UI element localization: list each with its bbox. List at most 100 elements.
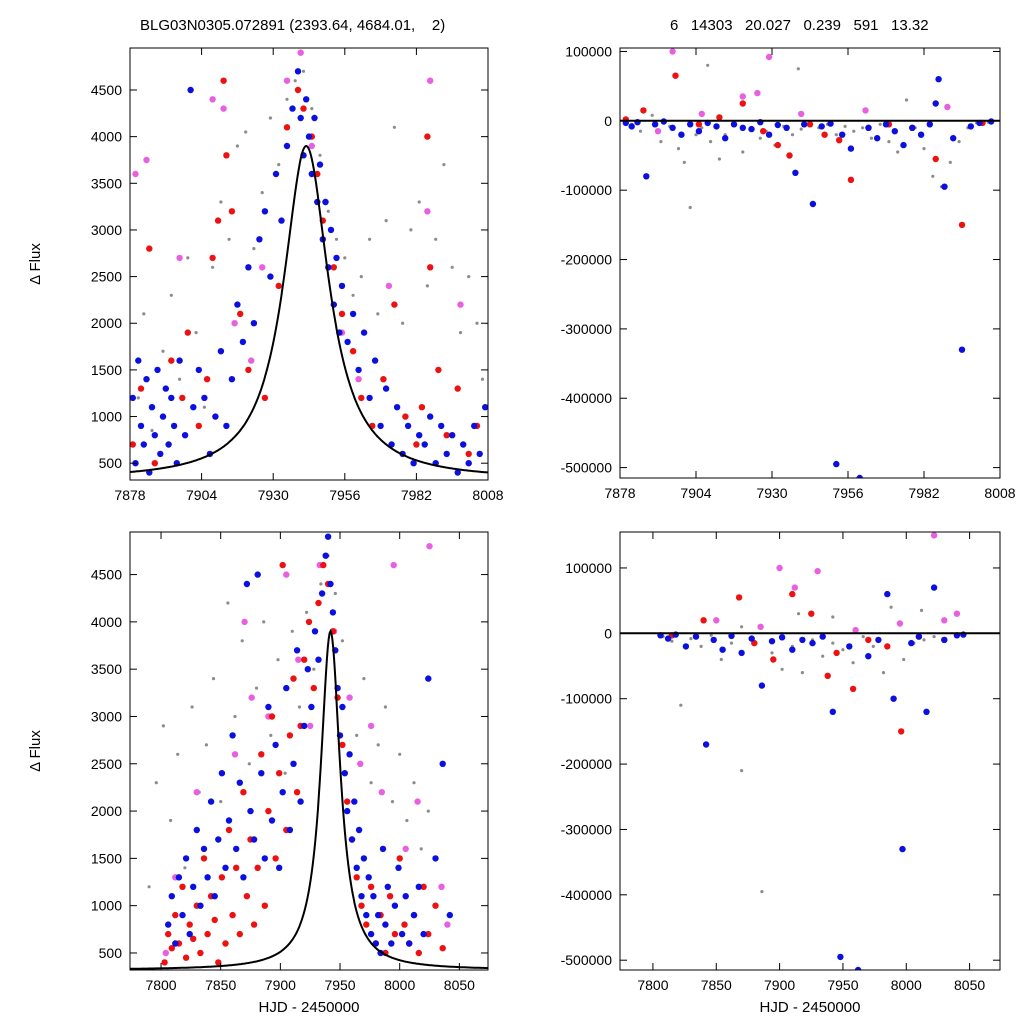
data-point-blue [395,864,402,871]
data-point-blue [377,422,384,430]
data-point-gray [362,677,366,681]
x-tick-label: 8000 [891,977,922,993]
data-point-blue [236,779,243,786]
data-point-magenta [367,722,375,730]
data-point-gray [310,107,314,111]
data-point-red [396,855,403,862]
data-point-blue [398,930,406,938]
data-point-blue [829,708,836,715]
data-point-red [358,902,365,909]
data-point-blue [730,121,738,128]
data-point-red [275,282,282,290]
data-point-blue [882,121,890,128]
x-tick-label: 7950 [324,977,355,993]
data-point-blue [143,376,150,383]
data-point-gray [689,637,693,641]
data-point-blue [301,722,308,730]
data-point-gray [247,762,251,766]
data-point-blue [207,798,215,805]
data-point-blue [225,817,233,824]
data-point-blue [239,338,247,346]
plot-area [620,532,1000,970]
data-point-blue [865,124,872,131]
data-point-blue [839,131,846,138]
data-point-blue [279,789,286,796]
data-point-blue [265,703,272,711]
data-point-blue [190,404,197,411]
data-point-blue [833,460,840,468]
data-point-blue [719,646,726,653]
y-tick-label: 3500 [91,661,122,677]
data-point-gray [434,237,438,241]
data-point-blue [900,141,907,149]
data-point-gray [780,667,784,671]
data-point-blue [218,770,226,777]
data-point-magenta [814,568,821,575]
data-point-magenta [357,760,364,767]
data-point-red [146,245,153,252]
data-point-red [424,133,431,140]
data-point-gray [887,140,891,144]
data-point-gray [305,610,309,615]
data-point-blue [245,264,252,271]
data-point-gray [843,124,847,128]
data-point-blue [159,413,167,420]
data-point-blue [201,394,208,402]
data-point-blue [151,432,158,439]
data-point-red [161,959,168,966]
data-point-red [225,826,233,834]
data-point-blue [324,533,332,540]
data-point-blue [172,940,179,947]
data-point-blue [415,883,422,890]
data-point-blue [739,124,746,131]
data-point-red [218,874,226,881]
data-point-magenta [457,301,464,308]
data-point-red [824,672,831,679]
data-point-red [130,441,136,448]
data-point-blue [204,874,211,881]
data-point-red [432,902,439,909]
x-tick-label: 7850 [701,977,732,993]
data-point-gray [227,237,231,241]
y-tick-label: -400000 [561,390,613,406]
y-tick-label: -400000 [561,887,613,903]
data-point-gray [799,127,803,131]
data-point-blue [682,643,690,650]
data-point-blue [758,682,766,689]
data-point-red [439,945,446,952]
data-point-red [272,855,279,862]
x-tick-label: 7930 [756,485,787,501]
data-point-red [672,72,679,79]
data-point-blue [250,320,258,327]
data-point-red [413,441,420,448]
data-point-red [865,636,872,644]
data-point-blue [329,609,337,616]
data-point-gray [409,228,413,232]
data-point-blue [416,432,423,439]
data-point-red [215,959,222,966]
data-point-blue [322,198,329,206]
data-point-blue [402,893,409,900]
data-point-blue [316,161,324,168]
data-point-gray [861,126,865,130]
y-tick-label: 2500 [91,269,122,285]
data-point-blue [304,666,311,673]
x-tick-label: 7900 [764,977,795,993]
data-point-gray [154,781,158,785]
data-point-gray [161,724,165,728]
y-tick-label: 2000 [91,803,122,819]
data-point-magenta [143,156,150,164]
data-point-blue [247,807,254,815]
data-point-blue [243,580,251,588]
y-tick-label: -200000 [561,252,613,268]
data-point-magenta [739,93,746,100]
data-point-blue [439,760,446,767]
data-point-blue [382,385,390,392]
data-point-red [179,883,186,890]
x-tick-label: 7878 [114,487,145,503]
data-point-magenta [346,694,353,701]
data-point-blue [710,636,717,644]
data-point-gray [881,671,886,675]
data-point-blue [941,183,948,190]
data-point-gray [878,122,882,126]
